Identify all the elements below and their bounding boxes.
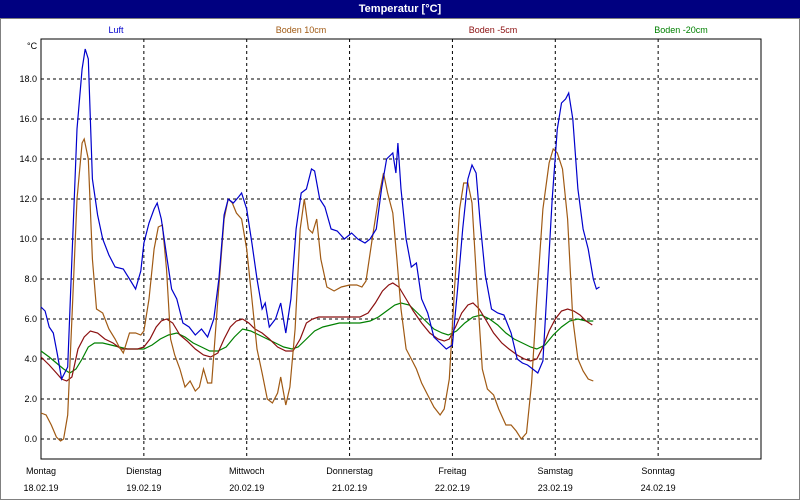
y-tick-label: 14.0: [19, 154, 37, 164]
y-tick-label: 2.0: [24, 394, 37, 404]
x-date-label: 22.02.19: [435, 483, 470, 493]
x-day-label: Sonntag: [641, 466, 675, 476]
y-tick-label: 0.0: [24, 434, 37, 444]
grid-lines: [41, 38, 761, 459]
y-tick-label: 4.0: [24, 354, 37, 364]
y-tick-label: 18.0: [19, 74, 37, 84]
x-day-label: Dienstag: [126, 466, 162, 476]
series-line-boden-5cm: [40, 282, 593, 382]
x-date-label: 21.02.19: [332, 483, 367, 493]
chart-title: Temperatur [°C]: [358, 3, 442, 15]
x-day-label: Mittwoch: [229, 466, 265, 476]
x-day-label: Montag: [26, 466, 56, 476]
x-day-label: Freitag: [438, 466, 466, 476]
plot-area-border: [40, 38, 762, 460]
x-axis: Montag 18.02.19 Dienstag 19.02.19 Mittwoch 20…: [23, 466, 675, 493]
y-tick-label: 10.0: [19, 234, 37, 244]
legend-entry: Luft: [108, 25, 124, 35]
x-day-label: Donnerstag: [326, 466, 373, 476]
y-tick-label: 12.0: [19, 194, 37, 204]
y-axis-unit-label: °C: [27, 41, 38, 51]
x-date-label: 23.02.19: [538, 483, 573, 493]
series-line-boden-10cm: [40, 137, 594, 442]
legend-entry: Boden 10cm: [276, 25, 327, 35]
temperature-line-chart: 0.0 2.0 4.0 6.0 8.0 10.0 12.0 14.0 16.0 18.0 °C Mo…: [19, 25, 762, 493]
y-tick-label: 8.0: [24, 274, 37, 284]
chart-title-bar: Temperatur [°C]: [0, 0, 800, 18]
x-date-label: 19.02.19: [126, 483, 161, 493]
x-date-label: 18.02.19: [23, 483, 58, 493]
x-date-label: 20.02.19: [229, 483, 264, 493]
series-line-luft: [40, 48, 600, 381]
legend-entry: Boden -20cm: [654, 25, 708, 35]
y-tick-label: 6.0: [24, 314, 37, 324]
series-line-boden-20cm: [40, 302, 594, 374]
legend-entry: Boden -5cm: [469, 25, 518, 35]
x-date-label: 24.02.19: [641, 483, 676, 493]
chart-frame: 0.0 2.0 4.0 6.0 8.0 10.0 12.0 14.0 16.0 18.0 °C Mo…: [0, 18, 800, 500]
y-axis: 0.0 2.0 4.0 6.0 8.0 10.0 12.0 14.0 16.0 18.0 °C: [19, 41, 37, 444]
y-tick-label: 16.0: [19, 114, 37, 124]
series-lines: [40, 48, 600, 442]
x-day-label: Samstag: [538, 466, 574, 476]
legend: Luft Boden 10cm Boden -5cm Boden -20cm: [108, 25, 707, 35]
